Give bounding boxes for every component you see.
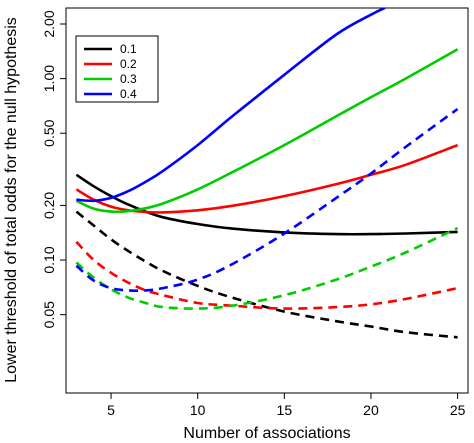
y-tick-label: 1.00: [41, 65, 57, 92]
x-tick-label: 10: [190, 402, 206, 418]
legend-label-01: 0.1: [120, 42, 137, 56]
legend-label-02: 0.2: [120, 57, 137, 71]
series-line-03-solid: [75, 48, 459, 214]
y-axis: 0.05 0.10 0.20 0.50 1.00 2.00: [41, 10, 67, 328]
series-line-04-solid: [76, 8, 386, 203]
y-tick-label: 0.10: [41, 246, 57, 273]
series-line-01-dashed: [75, 210, 458, 339]
legend-label-03: 0.3: [120, 72, 137, 86]
y-tick-label: 0.50: [41, 119, 57, 146]
series-lines: [75, 8, 459, 339]
y-tick-label: 0.05: [41, 301, 57, 328]
x-axis-title: Number of associations: [183, 425, 350, 442]
y-tick-label: 0.20: [41, 192, 57, 219]
x-axis: 5 10 15 20 25: [107, 392, 466, 418]
legend-box: [75, 35, 159, 103]
x-tick-label: 20: [363, 402, 379, 418]
series-line-01-solid: [75, 173, 458, 236]
legend-label-04: 0.4: [120, 87, 137, 101]
legend: 0.10.20.30.4: [75, 35, 159, 103]
y-axis-title: Lower threshold of total odds for the nu…: [3, 17, 20, 383]
series-line-04-dashed: [75, 107, 459, 292]
x-tick-label: 5: [107, 402, 115, 418]
x-tick-label: 15: [277, 402, 293, 418]
x-tick-label: 25: [450, 402, 466, 418]
series-line-03-dashed: [75, 226, 459, 310]
y-tick-label: 2.00: [41, 10, 57, 37]
series-line-02-dashed: [75, 240, 458, 310]
